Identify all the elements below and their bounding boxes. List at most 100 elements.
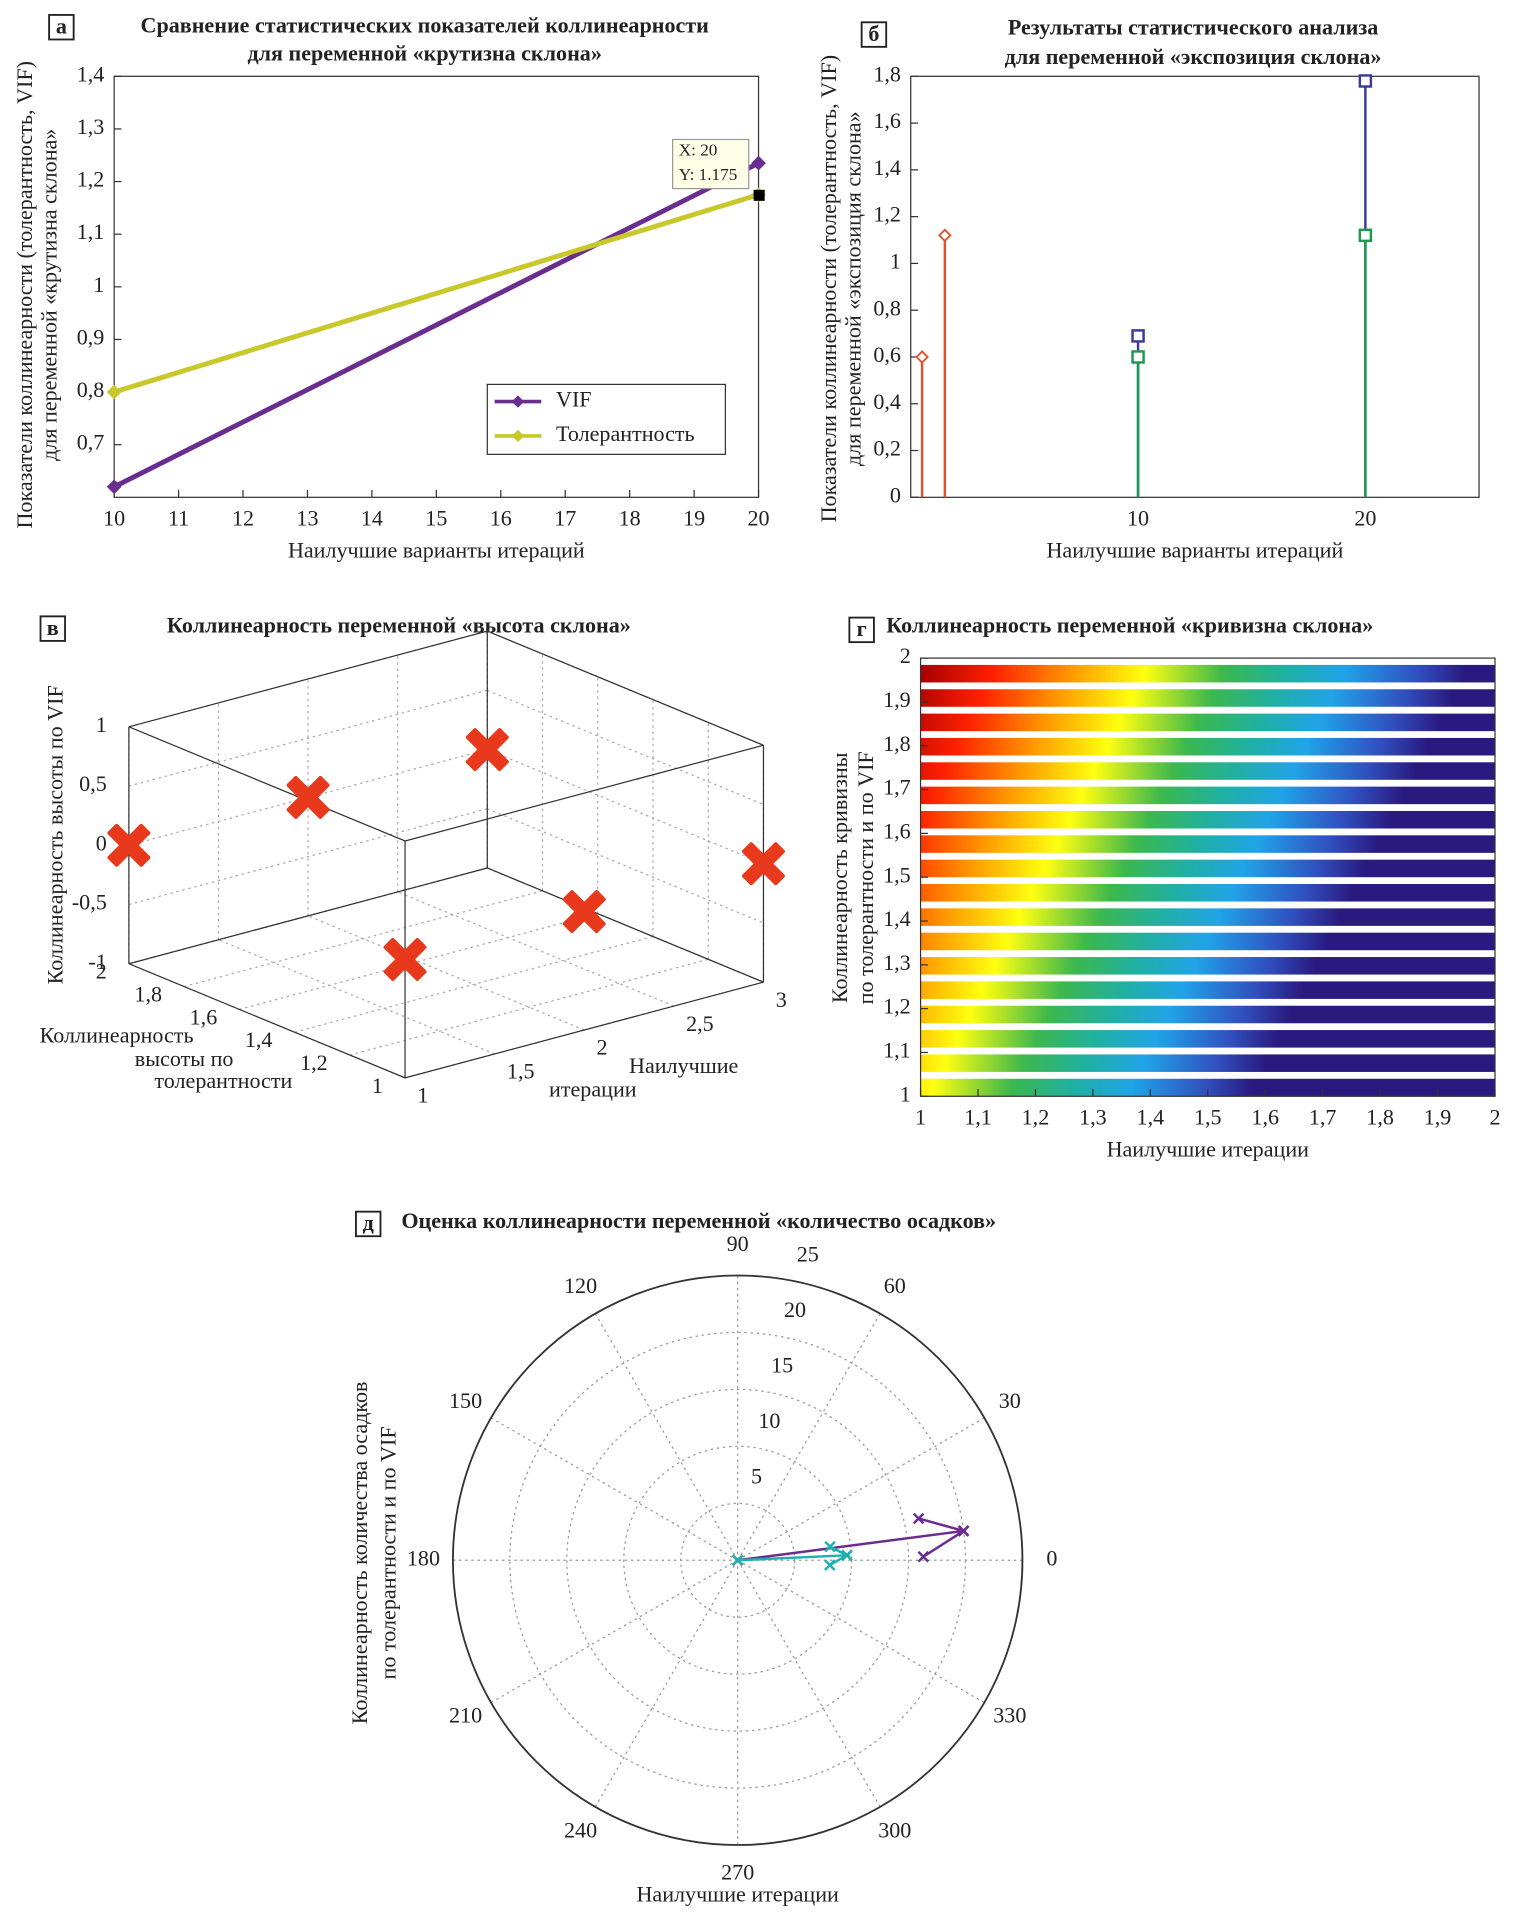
theta-tick-label: 300 [878,1817,911,1842]
datatip-x: X: 20 [679,141,718,160]
y-axis-label: по толерантности и по VIF [853,751,878,1004]
point-marker [107,823,151,867]
point-marker [824,1559,836,1571]
x-tick-label: 1,3 [1079,1105,1107,1130]
y-tick-label: 1,2 [883,994,911,1019]
y-tick-label: 1,6 [190,1004,218,1029]
legend-marker [511,429,525,443]
heat-band [920,859,1495,878]
point-marker [383,937,427,981]
grid-line [397,891,675,1007]
y-tick-label: 1,4 [883,906,911,931]
y-tick-label: 0,7 [77,430,105,455]
ring [680,1502,796,1618]
r-tick-label: 20 [784,1297,806,1322]
spoke [737,1417,985,1561]
panel-box [860,21,888,48]
x-tick-label: 12 [232,506,254,531]
theta-tick-label: 120 [564,1273,597,1298]
x-tick-label: 14 [361,506,383,531]
grid-line [183,890,543,988]
box-edge [487,630,764,746]
r-tick-label: 15 [771,1353,793,1378]
stem-marker [1131,350,1145,364]
y-axis-label: по толерантности и по VIF [375,1426,400,1679]
heat-band [920,786,1495,805]
heat-band [920,762,1495,780]
y-tick-label: 0,8 [77,377,105,402]
theta-tick-label: 330 [993,1702,1026,1727]
datatip-box [672,138,750,190]
legend-label: Толерантность [556,421,695,446]
heat-band [920,932,1495,951]
y-axis-label: толерантности [154,1068,292,1093]
point-marker [917,1550,930,1563]
datatip-y: Y: 1.175 [679,165,738,184]
y-tick-label: 0,9 [77,324,105,349]
heat-band [920,689,1495,707]
spoke [594,1313,739,1561]
x-tick-label: 1,1 [964,1105,992,1130]
spoke [737,1313,881,1561]
x-axis-label: Наилучшие итерации [636,1882,839,1907]
grid-line [294,935,654,1033]
y-tick-label: 1,9 [883,687,911,712]
grid-line [487,808,764,924]
x-tick-label: 1,4 [1137,1105,1165,1130]
x-tick-label: 1,9 [1424,1105,1452,1130]
y-tick-label: 1,4 [873,155,901,180]
y-axis-label: Показатели коллинеарности (толерантность… [816,55,841,523]
heat-band [920,664,1495,683]
point-marker [562,890,606,934]
y-tick-label: 1,4 [77,61,105,86]
y-tick-label: 1,1 [77,219,105,244]
spoke [737,1559,985,1704]
stem-marker [915,350,929,364]
stem-marker [1358,74,1373,88]
x-tick-label: 13 [296,506,318,531]
y-tick-label: 1,2 [77,167,105,192]
stem-marker [938,228,952,243]
panel-box [848,616,875,644]
x-tick-label: 2 [1489,1105,1500,1130]
ring [509,1331,967,1789]
y-tick-label: 0,6 [873,342,901,367]
box-edge [128,630,488,728]
legend-box [486,383,727,455]
x-tick-label: 20 [748,506,770,531]
z-axis-label: Коллинеарность высоты по VIF [43,685,68,984]
chart-title: Результаты статистического анализа [1008,15,1378,40]
heat-band [920,957,1495,975]
y-tick-label: 1,4 [245,1027,273,1052]
r-tick-label: 5 [751,1464,762,1489]
legend-label: VIF [556,387,592,412]
theta-tick-label: 150 [449,1388,482,1413]
y-tick-label: 1,7 [883,775,911,800]
y-axis-label: для переменной «крутизна склона» [37,129,62,461]
chart-title: Оценка коллинеарности переменной «количе… [401,1208,996,1233]
box-edge [128,726,406,842]
r-tick-label: 10 [758,1408,780,1433]
grid-line [349,958,709,1056]
y-tick-label: 1,5 [883,862,911,887]
spoke [594,1559,739,1808]
y-tick-label: 1,8 [873,61,901,86]
x-axis-label: Наилучшие варианты итераций [1046,538,1343,563]
x-axis-label: Наилучшие варианты итераций [288,538,585,563]
y-tick-label: 2 [900,643,911,668]
point-marker [957,1525,970,1537]
box-edge [487,867,764,983]
r-tick-label: 25 [797,1242,819,1267]
grid-line [128,808,488,906]
series-line [737,1517,967,1562]
series-line [113,160,760,489]
heat-band [920,737,1495,756]
x-tick-label: 1 [915,1105,926,1130]
x-tick-label: 1,8 [1366,1105,1394,1130]
heat-band [920,1030,1495,1048]
y-tick-label: 2 [96,959,107,984]
stem-marker [1358,228,1373,243]
chart-title: для переменной «крутизна склона» [247,40,601,65]
